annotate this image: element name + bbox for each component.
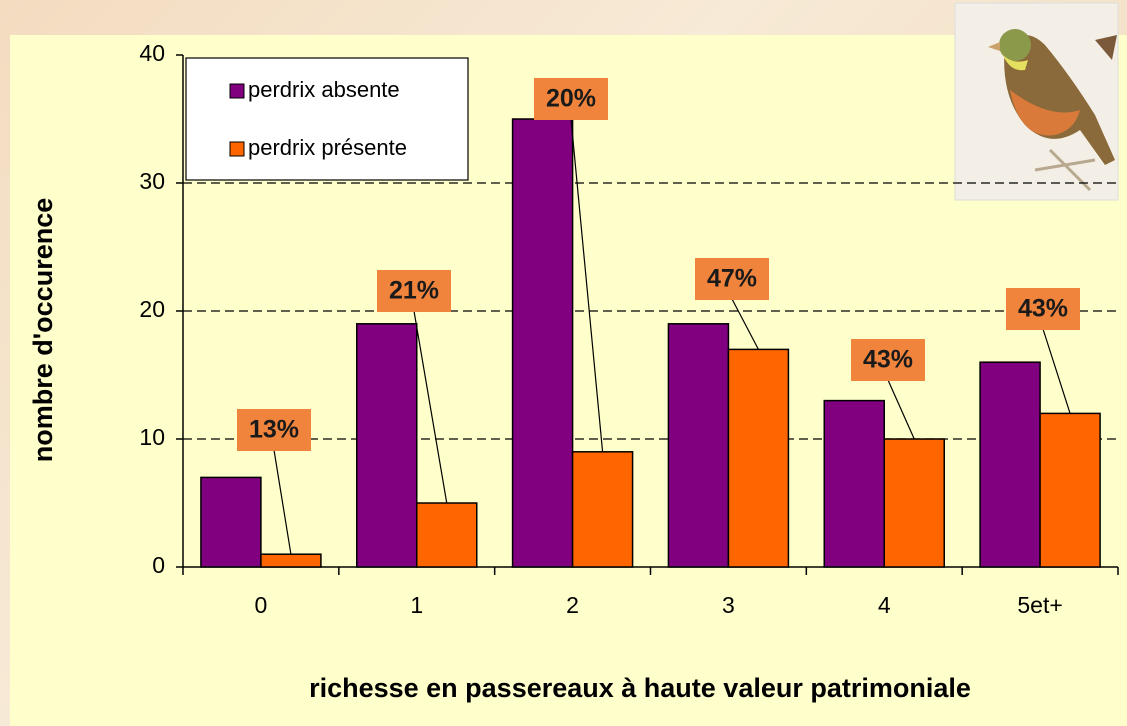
legend-label: perdrix absente <box>248 77 400 102</box>
bar <box>261 554 321 567</box>
y-tick-label: 40 <box>139 40 165 66</box>
legend-swatch <box>230 142 244 156</box>
x-tick-label: 0 <box>255 592 268 618</box>
bar <box>573 452 633 567</box>
annotation: 21% <box>389 277 439 305</box>
bird-illustration <box>955 3 1118 200</box>
bar <box>1040 413 1100 567</box>
y-tick-label: 30 <box>139 168 165 194</box>
y-tick-label: 20 <box>139 296 165 322</box>
bar <box>417 503 477 567</box>
x-tick-label: 1 <box>410 592 423 618</box>
y-tick-label: 10 <box>139 424 165 450</box>
bar <box>980 362 1040 567</box>
y-axis-label: nombre d'occurence <box>28 198 58 463</box>
bar <box>201 477 261 567</box>
legend-swatch <box>230 84 244 98</box>
annotation: 43% <box>863 346 913 374</box>
x-tick-label: 2 <box>566 592 579 618</box>
x-tick-label: 3 <box>722 592 735 618</box>
y-tick-label: 0 <box>152 552 165 578</box>
annotation: 20% <box>546 85 596 113</box>
x-tick-label: 4 <box>878 592 891 618</box>
x-axis-label: richesse en passereaux à haute valeur pa… <box>309 673 971 703</box>
bar <box>728 349 788 567</box>
chart: nombre d'occurence richesse en passereau… <box>0 0 1127 726</box>
bar <box>884 439 944 567</box>
annotation: 47% <box>707 265 757 293</box>
x-tick-label: 5et+ <box>1017 592 1062 618</box>
legend-label: perdrix présente <box>248 135 407 160</box>
bar <box>668 324 728 567</box>
bar <box>824 401 884 567</box>
annotation: 43% <box>1018 295 1068 323</box>
bar <box>357 324 417 567</box>
bar <box>513 119 573 567</box>
annotation: 13% <box>249 416 299 444</box>
